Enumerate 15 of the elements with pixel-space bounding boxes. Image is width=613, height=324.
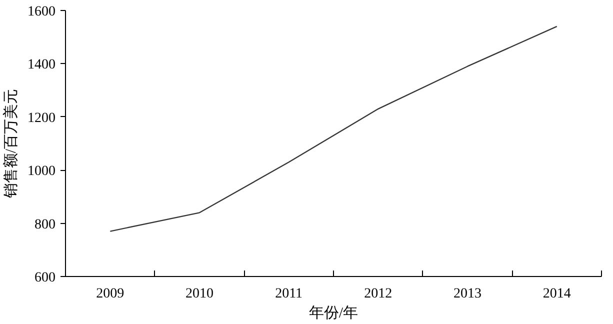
x-tick-label: 2010 bbox=[186, 286, 214, 302]
x-tick-label: 2014 bbox=[542, 286, 571, 302]
x-tick-label: 2009 bbox=[96, 286, 124, 302]
y-tick-label: 1600 bbox=[28, 4, 56, 20]
x-tick-label: 2013 bbox=[454, 286, 482, 302]
y-tick-label: 800 bbox=[34, 217, 56, 232]
line-series bbox=[110, 26, 558, 232]
x-axis-title: 年份/年 bbox=[308, 304, 358, 322]
y-tick-label: 1400 bbox=[28, 58, 56, 73]
y-axis-title: 销售额/百万美元 bbox=[2, 88, 20, 200]
y-tick-label: 600 bbox=[34, 270, 56, 286]
x-tick-label: 2012 bbox=[364, 286, 392, 302]
x-tick-label: 2011 bbox=[275, 286, 303, 302]
y-tick-label: 1000 bbox=[28, 164, 56, 180]
y-tick-label: 1200 bbox=[28, 110, 56, 126]
